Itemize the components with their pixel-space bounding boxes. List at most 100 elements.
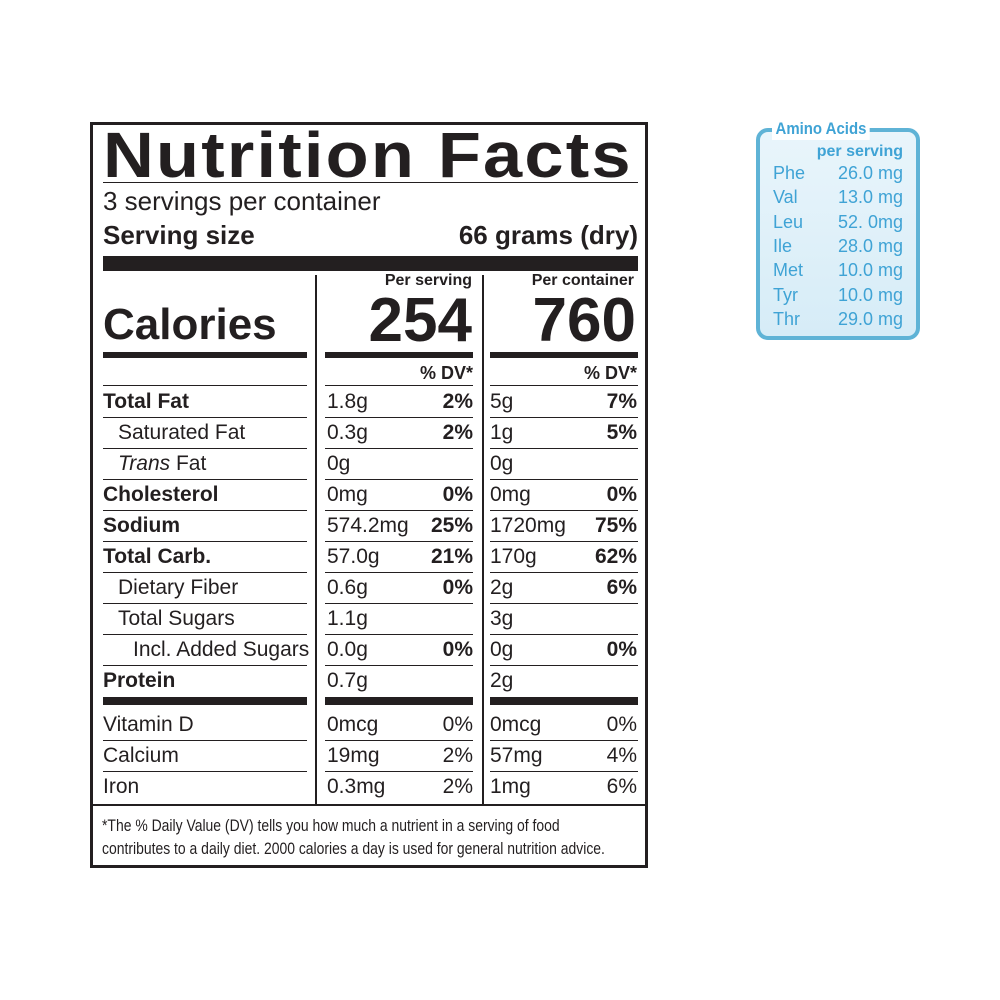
nutrient-name: Total Carb. xyxy=(103,544,211,570)
serving-dv: 21% xyxy=(430,545,473,568)
container-dv: 62% xyxy=(594,545,637,568)
rule xyxy=(103,572,307,573)
amino-name: Met xyxy=(773,260,804,281)
nutrient-name: Vitamin D xyxy=(103,712,194,738)
serving-amount: 0.3g xyxy=(327,421,368,444)
nutrient-name-text: Protein xyxy=(103,669,176,692)
serving-amount: 1.1g xyxy=(327,607,368,630)
amino-value: 10.0 mg xyxy=(837,284,903,305)
amino-value: 29.0 mg xyxy=(837,308,903,329)
rule xyxy=(103,182,638,183)
rule xyxy=(103,603,307,604)
rule xyxy=(490,634,638,635)
serving-amount: 0g xyxy=(327,452,351,475)
rule xyxy=(103,448,307,449)
nutrient-name-text: Incl. Added Sugars xyxy=(133,638,310,661)
nutrient-name-text: Sodium xyxy=(103,514,180,537)
label-border xyxy=(90,122,648,868)
container-amount: 0g xyxy=(490,638,514,661)
container-amount: 0g xyxy=(490,452,514,475)
rule xyxy=(103,510,307,511)
calories-serving: 254 xyxy=(368,286,472,355)
container-amount: 170g xyxy=(490,545,537,568)
nutrient-name-text: Dietary Fiber xyxy=(118,576,239,599)
rule xyxy=(490,572,638,573)
container-dv: 0% xyxy=(606,483,637,506)
rule xyxy=(103,771,307,772)
serving-dv: 2% xyxy=(442,744,473,767)
serving-amount: 57.0g xyxy=(327,545,380,568)
nutrient-name-text: Total Carb. xyxy=(103,545,212,568)
amino-value: 52. 0mg xyxy=(837,211,903,232)
rule xyxy=(490,479,638,480)
container-amount: 1mg xyxy=(490,775,531,798)
rule xyxy=(103,417,307,418)
rule xyxy=(490,448,638,449)
nutrient-name: Saturated Fat xyxy=(118,420,245,446)
serving-amount: 0.3mg xyxy=(327,775,386,798)
serving-size-label: Serving size xyxy=(103,220,255,250)
nutrient-name-text: Saturated Fat xyxy=(118,421,246,444)
rule xyxy=(325,448,473,449)
nutrient-name: Total Fat xyxy=(103,389,189,415)
amino-subtitle: per serving xyxy=(816,143,903,160)
serving-dv: 0% xyxy=(442,638,473,661)
serving-amount: 1.8g xyxy=(327,390,368,413)
nutrient-name-italic: Trans xyxy=(118,452,171,475)
rule xyxy=(490,603,638,604)
amino-value: 28.0 mg xyxy=(837,235,903,256)
per-serving: Per serving xyxy=(384,272,472,289)
calories-container: 760 xyxy=(532,286,636,355)
container-dv: 6% xyxy=(606,576,637,599)
amino-value: 10.0 mg xyxy=(837,260,903,281)
rule xyxy=(325,665,473,666)
rule xyxy=(490,417,638,418)
rule xyxy=(103,385,307,386)
serving-amount: 19mg xyxy=(327,744,380,767)
rule xyxy=(325,385,473,386)
amino-name: Leu xyxy=(773,211,804,232)
serving-amount: 0.0g xyxy=(327,638,368,661)
container-dv: 0% xyxy=(606,713,637,736)
nutrient-name: Trans Fat xyxy=(118,451,206,477)
container-dv: 6% xyxy=(606,775,637,798)
rule xyxy=(325,417,473,418)
rule xyxy=(103,541,307,542)
thick-rule xyxy=(103,256,638,271)
rule xyxy=(325,572,473,573)
rule xyxy=(103,665,307,666)
thick-rule xyxy=(103,352,307,358)
thick-rule xyxy=(490,697,638,705)
rule xyxy=(93,804,645,806)
column-divider xyxy=(482,275,484,804)
serving-dv: 0% xyxy=(442,576,473,599)
rule xyxy=(325,541,473,542)
nutrient-name-text: Vitamin D xyxy=(103,713,194,736)
rule xyxy=(490,385,638,386)
serving-amount: 0.6g xyxy=(327,576,368,599)
servings: 3 servings per container xyxy=(103,186,381,216)
per-container: Per container xyxy=(531,272,634,289)
rule xyxy=(325,771,473,772)
title: Nutrition Facts xyxy=(103,119,633,191)
container-dv: 0% xyxy=(606,638,637,661)
nutrient-name: Protein xyxy=(103,668,175,694)
amino-title: Amino Acids xyxy=(772,118,870,140)
column-divider xyxy=(315,275,317,804)
container-amount: 57mg xyxy=(490,744,543,767)
container-dv: 4% xyxy=(606,744,637,767)
serving-dv: 0% xyxy=(442,713,473,736)
container-amount: 5g xyxy=(490,390,514,413)
footnote: *The % Daily Value (DV) tells you how mu… xyxy=(102,816,605,858)
nutrient-name-text: Cholesterol xyxy=(103,483,219,506)
rule xyxy=(103,740,307,741)
rule xyxy=(325,740,473,741)
serving-dv: 2% xyxy=(442,390,473,413)
rule xyxy=(490,771,638,772)
serving-dv: 2% xyxy=(442,421,473,444)
container-amount: 1720mg xyxy=(490,514,566,537)
amino-name: Val xyxy=(773,187,798,208)
serving-amount: 0mcg xyxy=(327,713,379,736)
thick-rule xyxy=(490,352,638,358)
